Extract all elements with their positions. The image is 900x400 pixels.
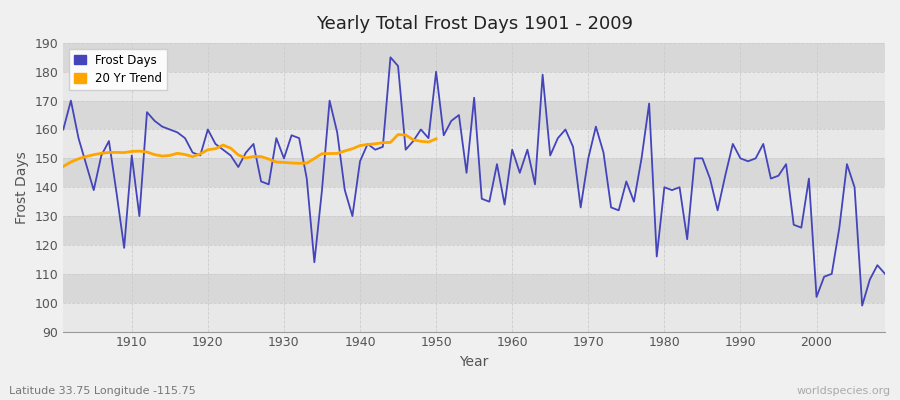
20 Yr Trend — [240, 156, 251, 160]
20 Yr Trend — [73, 156, 84, 161]
20 Yr Trend — [58, 164, 68, 169]
20 Yr Trend — [347, 146, 358, 151]
20 Yr Trend — [210, 146, 220, 151]
20 Yr Trend — [248, 154, 259, 159]
Frost Days — [332, 130, 343, 135]
Bar — [63, 216, 885, 245]
Frost Days — [385, 55, 396, 60]
20 Yr Trend — [165, 153, 176, 158]
20 Yr Trend — [256, 154, 266, 159]
20 Yr Trend — [408, 138, 418, 142]
Frost Days — [119, 246, 130, 250]
20 Yr Trend — [423, 140, 434, 144]
20 Yr Trend — [377, 140, 388, 145]
20 Yr Trend — [96, 151, 107, 156]
20 Yr Trend — [339, 148, 350, 153]
Frost Days — [606, 205, 616, 210]
20 Yr Trend — [293, 161, 304, 166]
20 Yr Trend — [88, 152, 99, 157]
20 Yr Trend — [332, 151, 343, 156]
20 Yr Trend — [134, 149, 145, 154]
Frost Days — [507, 147, 517, 152]
Bar — [63, 303, 885, 332]
Frost Days — [879, 272, 890, 276]
Bar — [63, 72, 885, 101]
Line: Frost Days: Frost Days — [63, 57, 885, 306]
20 Yr Trend — [324, 151, 335, 156]
Text: Latitude 33.75 Longitude -115.75: Latitude 33.75 Longitude -115.75 — [9, 386, 196, 396]
20 Yr Trend — [180, 152, 191, 157]
20 Yr Trend — [431, 136, 442, 141]
Bar — [63, 130, 885, 158]
20 Yr Trend — [416, 139, 427, 144]
20 Yr Trend — [309, 156, 320, 161]
20 Yr Trend — [362, 142, 373, 147]
20 Yr Trend — [278, 160, 289, 165]
Frost Days — [857, 303, 868, 308]
20 Yr Trend — [218, 143, 229, 148]
20 Yr Trend — [271, 160, 282, 164]
20 Yr Trend — [172, 151, 183, 156]
20 Yr Trend — [104, 150, 114, 155]
20 Yr Trend — [194, 152, 205, 156]
20 Yr Trend — [126, 149, 137, 154]
Legend: Frost Days, 20 Yr Trend: Frost Days, 20 Yr Trend — [69, 49, 166, 90]
20 Yr Trend — [81, 154, 92, 159]
20 Yr Trend — [225, 146, 236, 150]
20 Yr Trend — [385, 140, 396, 145]
20 Yr Trend — [392, 132, 403, 137]
20 Yr Trend — [233, 152, 244, 157]
20 Yr Trend — [66, 160, 77, 164]
20 Yr Trend — [149, 152, 160, 157]
20 Yr Trend — [355, 143, 365, 148]
Bar — [63, 43, 885, 72]
Bar — [63, 187, 885, 216]
Bar — [63, 158, 885, 187]
Bar — [63, 245, 885, 274]
20 Yr Trend — [119, 150, 130, 155]
20 Yr Trend — [187, 154, 198, 159]
20 Yr Trend — [302, 161, 312, 166]
20 Yr Trend — [286, 161, 297, 166]
X-axis label: Year: Year — [460, 355, 489, 369]
20 Yr Trend — [370, 141, 381, 146]
Bar — [63, 101, 885, 130]
Text: worldspecies.org: worldspecies.org — [796, 386, 891, 396]
20 Yr Trend — [317, 151, 328, 156]
Frost Days — [286, 133, 297, 138]
20 Yr Trend — [202, 147, 213, 152]
Y-axis label: Frost Days: Frost Days — [15, 151, 29, 224]
20 Yr Trend — [112, 150, 122, 155]
Frost Days — [58, 127, 68, 132]
20 Yr Trend — [157, 154, 167, 158]
Bar — [63, 274, 885, 303]
Frost Days — [515, 170, 526, 175]
Title: Yearly Total Frost Days 1901 - 2009: Yearly Total Frost Days 1901 - 2009 — [316, 15, 633, 33]
Line: 20 Yr Trend: 20 Yr Trend — [63, 134, 436, 166]
20 Yr Trend — [141, 150, 152, 154]
20 Yr Trend — [264, 157, 274, 162]
20 Yr Trend — [400, 132, 411, 137]
